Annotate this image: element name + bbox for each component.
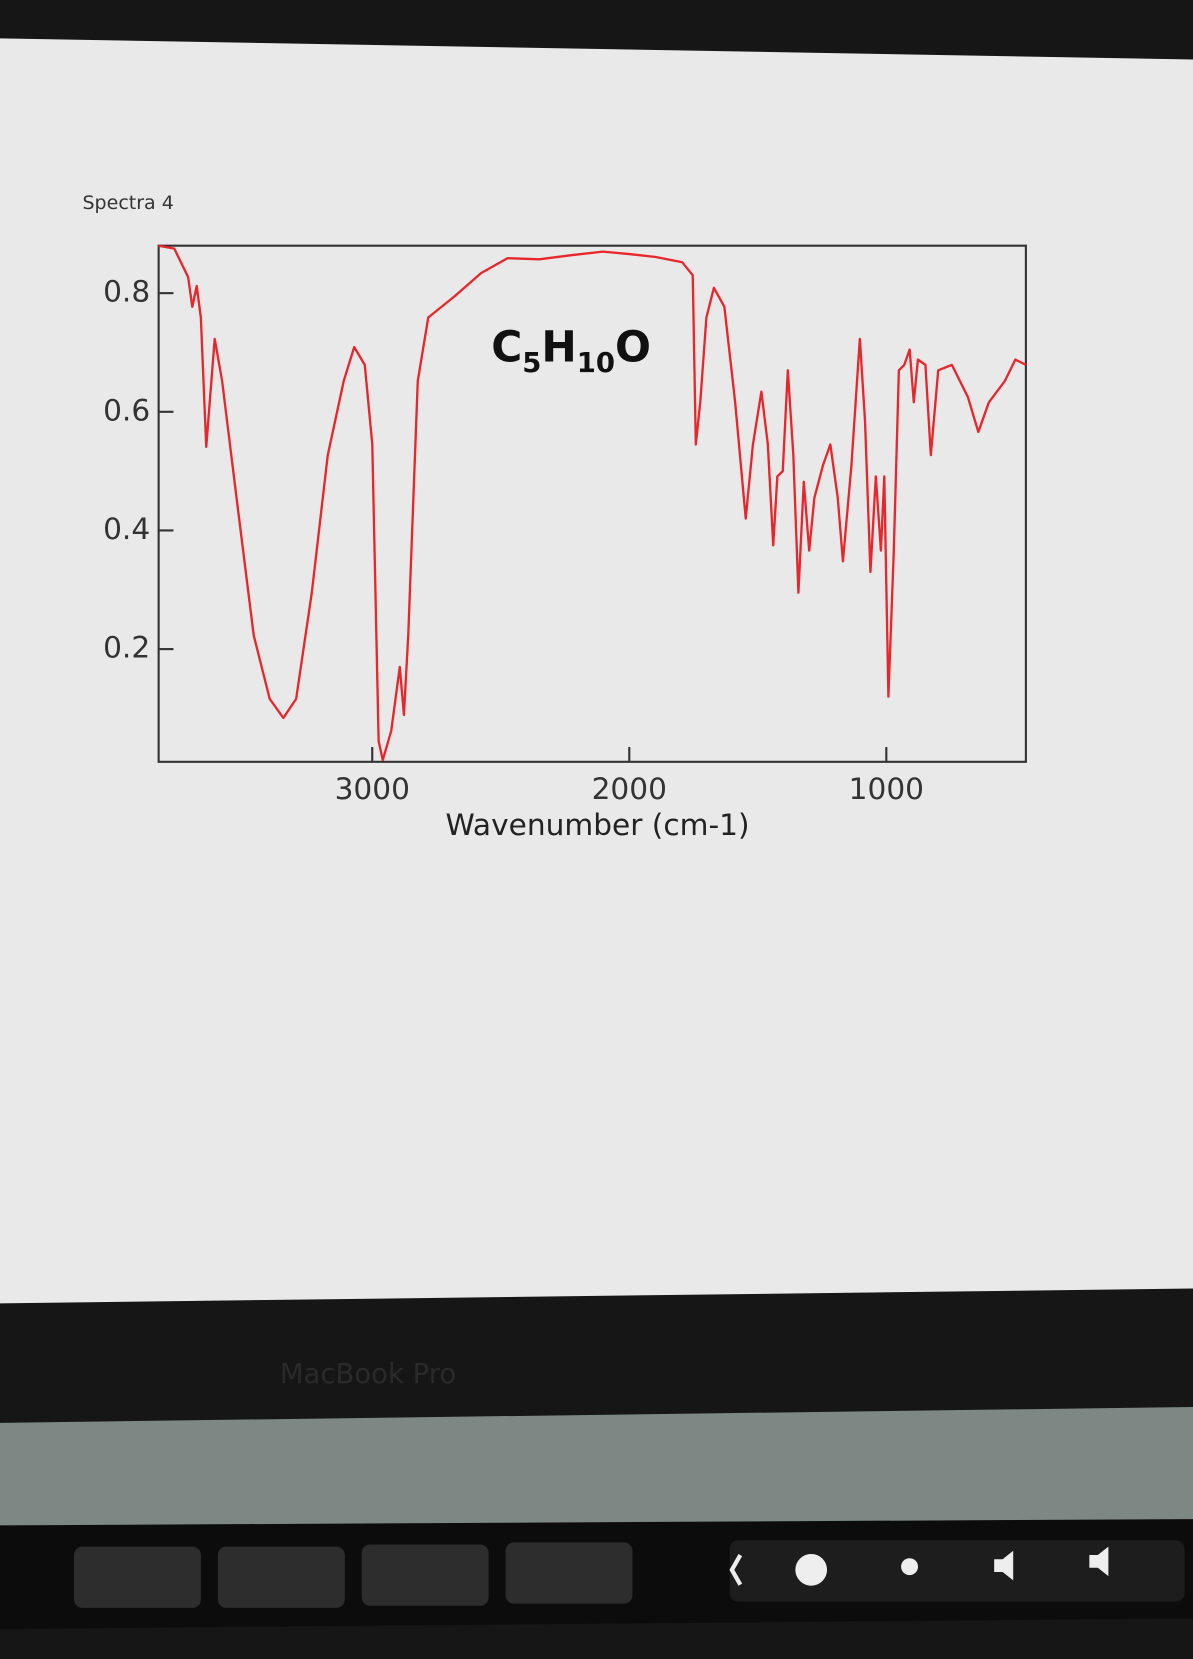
x-axis-label: Wavenumber (cm-1) [446,808,750,842]
annotation: C5H10O [491,322,651,379]
x-tick-label: 3000 [335,772,410,806]
y-tick-label: 0.6 [103,393,150,427]
volume-icon[interactable] [994,1550,1014,1581]
chart-title: Spectra 4 [82,192,173,214]
y-tick-label: 0.2 [103,631,150,665]
plot-frame [157,244,1027,763]
laptop-body [0,1406,1193,1534]
control-strip[interactable] [729,1540,1185,1602]
screen [0,38,1193,1304]
device-label: MacBook Pro [280,1358,456,1390]
spectrum-line [158,244,1027,762]
x-tick-label: 2000 [592,772,667,806]
touch-button[interactable] [361,1544,489,1606]
y-tick-label: 0.4 [103,512,150,546]
siri-icon[interactable] [795,1553,828,1586]
collapse-icon[interactable] [729,1553,743,1586]
touch-button[interactable] [217,1546,345,1608]
touch-button[interactable] [74,1546,201,1608]
touch-button[interactable] [505,1542,633,1604]
y-tick-label: 0.8 [103,275,150,309]
brightness-icon[interactable] [901,1558,919,1576]
mute-icon[interactable] [1089,1546,1109,1577]
x-tick-label: 1000 [849,772,924,806]
